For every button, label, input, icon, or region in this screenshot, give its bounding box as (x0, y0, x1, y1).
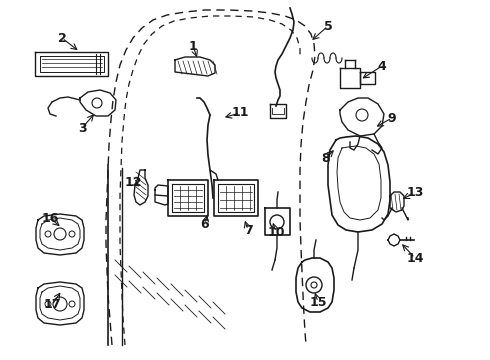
Text: 14: 14 (406, 252, 424, 265)
Text: 7: 7 (244, 224, 252, 237)
Text: 12: 12 (124, 175, 142, 189)
Text: 10: 10 (267, 225, 285, 238)
Text: 13: 13 (406, 186, 424, 199)
Text: 8: 8 (322, 152, 330, 165)
Text: 2: 2 (58, 31, 66, 45)
Text: 3: 3 (78, 122, 86, 135)
Text: 16: 16 (41, 211, 59, 225)
Text: 4: 4 (378, 59, 387, 72)
Text: 1: 1 (189, 40, 197, 53)
Text: 9: 9 (388, 112, 396, 125)
Text: 6: 6 (201, 217, 209, 230)
Text: 11: 11 (231, 107, 249, 120)
Text: 5: 5 (323, 19, 332, 32)
Text: 17: 17 (43, 298, 61, 311)
Text: 15: 15 (309, 296, 327, 309)
